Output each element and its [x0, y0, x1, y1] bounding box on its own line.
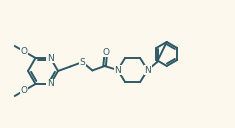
Text: S: S: [80, 58, 85, 67]
Text: N: N: [114, 66, 121, 74]
Text: N: N: [47, 79, 54, 88]
Text: O: O: [21, 47, 28, 56]
Text: N: N: [47, 54, 54, 62]
Text: O: O: [102, 47, 109, 57]
Text: O: O: [21, 86, 28, 95]
Text: N: N: [144, 66, 151, 74]
